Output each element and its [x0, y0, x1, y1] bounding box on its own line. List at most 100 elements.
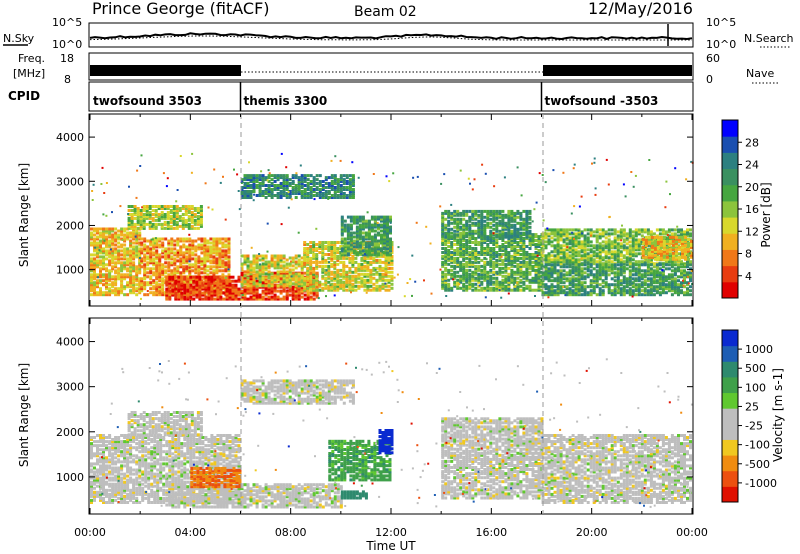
- heatmap-cell: [525, 264, 529, 268]
- heatmap-cell: [240, 271, 244, 275]
- heatmap-cell: [203, 237, 207, 241]
- heatmap-cell: [361, 235, 365, 239]
- heatmap-cell: [285, 178, 289, 182]
- heatmap-cell: [261, 276, 265, 280]
- heatmap-cell: [495, 282, 499, 286]
- heatmap-cell: [135, 245, 139, 249]
- heatmap-cell: [381, 266, 385, 270]
- heatmap-cell: [568, 236, 572, 240]
- heatmap-cell: [207, 295, 211, 299]
- heatmap-cell: [129, 233, 133, 237]
- heatmap-cell: [583, 228, 587, 232]
- heatmap-cell: [516, 264, 520, 268]
- heatmap-cell: [354, 276, 358, 280]
- heatmap-cell: [102, 267, 105, 271]
- heatmap-cell: [114, 227, 118, 231]
- heatmap-cell: [177, 277, 181, 281]
- heatmap-cell: [531, 260, 535, 264]
- heatmap-cell: [203, 291, 207, 295]
- heatmap-cell: [312, 278, 316, 282]
- cpid-panel-frame: [88, 81, 694, 112]
- heatmap-cell: [225, 289, 229, 293]
- heatmap-cell: [139, 216, 143, 220]
- heatmap-cell: [342, 282, 346, 286]
- heatmap-cell: [270, 295, 274, 299]
- heatmap-cell: [327, 192, 331, 195]
- heatmap-cell: [99, 279, 102, 283]
- heatmap-cell: [243, 285, 247, 289]
- heatmap-cell: [459, 266, 463, 270]
- heatmap-cell: [267, 190, 271, 193]
- heatmap-cell: [450, 241, 454, 244]
- heatmap-cell: [616, 242, 620, 246]
- heatmap-cell: [130, 218, 134, 222]
- heatmap-cell: [528, 254, 532, 258]
- heatmap-cell: [120, 243, 124, 247]
- heatmap-cell: [324, 258, 328, 262]
- heatmap-cell: [540, 280, 544, 284]
- heatmap-cell: [126, 273, 130, 277]
- heatmap-cell: [513, 229, 517, 233]
- heatmap-cell: [528, 256, 532, 260]
- heatmap-cell: [562, 238, 566, 242]
- heatmap-cell: [170, 251, 174, 255]
- heatmap-cell: [132, 253, 136, 257]
- heatmap-cell: [504, 227, 508, 231]
- heatmap-cell: [99, 275, 102, 279]
- heatmap-cell: [453, 253, 457, 256]
- heatmap-cell: [465, 249, 469, 252]
- heatmap-cell: [190, 205, 194, 208]
- heatmap-cell: [246, 194, 250, 197]
- heatmap-cell: [625, 256, 629, 260]
- heatmap-cell: [384, 249, 388, 252]
- heatmap-cell: [117, 255, 121, 259]
- heatmap-cell: [625, 236, 629, 240]
- heatmap-cell: [173, 277, 177, 281]
- heatmap-cell: [264, 176, 268, 180]
- heatmap-cell: [164, 257, 168, 261]
- heatmap-cell: [504, 235, 508, 239]
- heatmap-cell: [468, 251, 472, 254]
- heatmap-cell: [285, 196, 289, 199]
- heatmap-cell: [273, 174, 277, 178]
- heatmap-cell: [227, 265, 231, 269]
- heatmap-cell: [327, 270, 331, 274]
- heatmap-cell: [324, 186, 328, 189]
- heatmap-cell: [321, 192, 325, 195]
- heatmap-cell: [441, 243, 445, 246]
- heatmap-cell: [133, 226, 137, 230]
- heatmap-cell: [610, 246, 614, 250]
- heatmap-cell: [249, 277, 253, 281]
- heatmap-cell: [267, 287, 271, 291]
- heatmap-cell: [501, 239, 505, 242]
- heatmap-cell: [117, 267, 121, 271]
- heatmap-cell: [279, 277, 283, 281]
- heatmap-cell: [474, 223, 478, 227]
- heatmap-cell: [519, 247, 523, 250]
- heatmap-cell: [227, 269, 231, 273]
- heatmap-cell: [243, 295, 247, 299]
- heatmap-cell: [155, 255, 159, 259]
- heatmap-cell: [450, 251, 454, 254]
- heatmap-cell: [114, 235, 118, 239]
- heatmap-cell: [667, 254, 671, 258]
- heatmap-cell: [486, 223, 490, 227]
- heatmap-cell: [187, 218, 191, 222]
- heatmap-cell: [534, 260, 538, 264]
- heatmap-cell: [194, 263, 198, 267]
- heatmap-cell: [155, 285, 159, 289]
- heatmap-cell: [176, 255, 180, 259]
- heatmap-cell: [178, 209, 182, 212]
- heatmap-cell: [592, 250, 596, 254]
- heatmap-cell: [387, 262, 391, 266]
- heatmap-cell: [249, 186, 253, 189]
- heatmap-cell: [309, 192, 313, 195]
- heatmap-cell: [108, 287, 112, 291]
- heatmap-cell: [528, 260, 532, 264]
- heatmap-cell: [336, 262, 340, 266]
- heatmap-cell: [136, 216, 140, 220]
- heatmap-cell: [140, 287, 144, 291]
- heatmap-cell: [189, 297, 193, 301]
- heatmap-cell: [492, 247, 496, 250]
- heatmap-cell: [285, 180, 289, 183]
